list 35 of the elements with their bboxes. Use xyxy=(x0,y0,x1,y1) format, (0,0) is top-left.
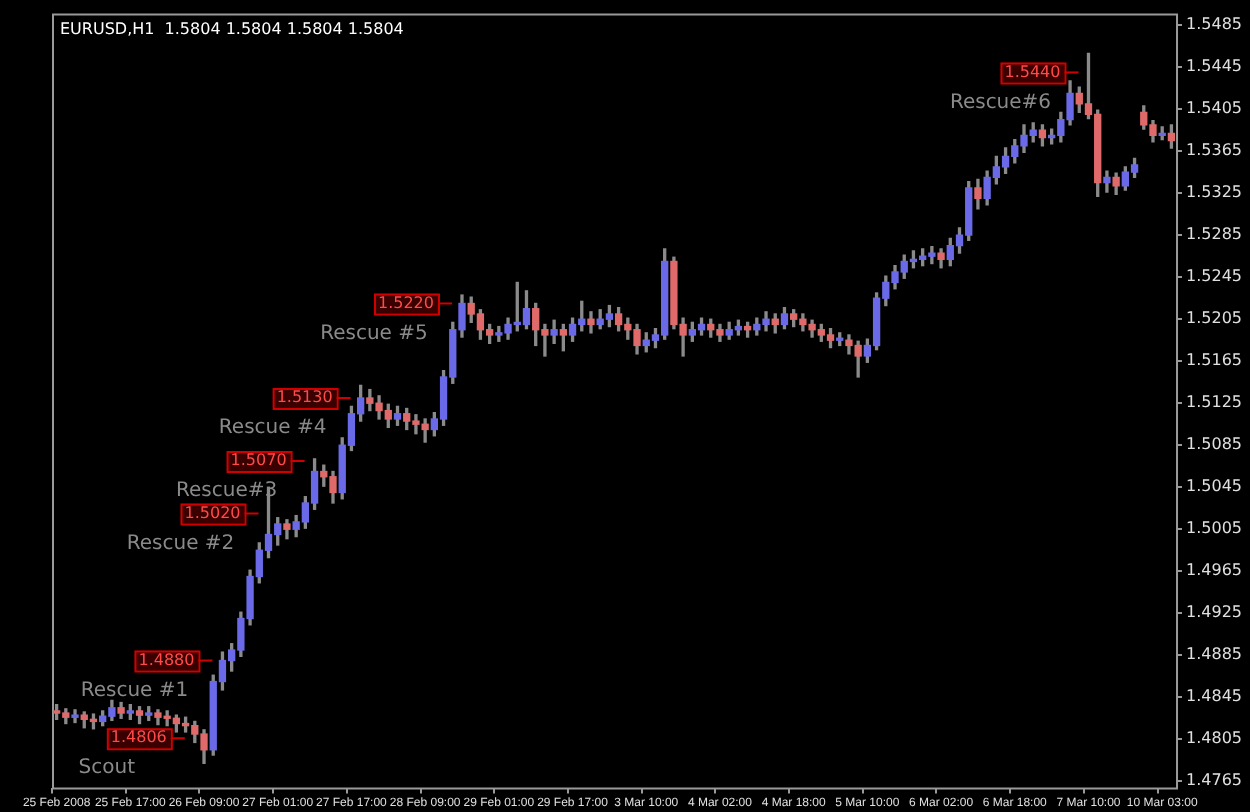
y-tick-label: 1.4885 xyxy=(1186,645,1243,664)
y-tick-label: 1.5485 xyxy=(1186,15,1243,34)
annotation: Scout xyxy=(78,757,136,780)
annotation: Rescue #5 xyxy=(320,322,428,345)
y-tick-label: 1.4805 xyxy=(1186,729,1243,748)
y-tick-label: 1.5005 xyxy=(1186,519,1243,538)
annotation: 1.5220 xyxy=(378,293,434,312)
y-tick-label: 1.4765 xyxy=(1186,771,1243,790)
y-tick-label: 1.4925 xyxy=(1186,603,1243,622)
y-tick-label: 1.5165 xyxy=(1186,351,1243,370)
y-tick-label: 1.5245 xyxy=(1186,267,1243,286)
annotation: 1.5440 xyxy=(1004,62,1061,81)
annotation: Rescue #1 xyxy=(80,679,189,702)
annotation: 1.5070 xyxy=(230,451,287,470)
annotation: Rescue #4 xyxy=(218,417,327,440)
annotation: 1.5020 xyxy=(184,503,241,522)
annotation: 1.5130 xyxy=(276,388,333,407)
candlestick xyxy=(1103,170,1111,193)
annotation: 1.4806 xyxy=(110,728,167,747)
y-tick-label: 1.4965 xyxy=(1186,561,1243,580)
y-tick-label: 1.5365 xyxy=(1186,141,1243,160)
y-tick-label: 1.5325 xyxy=(1186,183,1243,202)
candlestick xyxy=(587,311,595,334)
annotation: Rescue #2 xyxy=(126,532,235,555)
chart-title: EURUSD,H1 1.5804 1.5804 1.5804 1.5804 xyxy=(60,19,404,38)
y-tick-label: 1.5045 xyxy=(1186,477,1243,496)
y-tick-label: 1.5285 xyxy=(1186,225,1243,244)
y-tick-label: 1.5205 xyxy=(1186,309,1243,328)
y-tick-label: 1.4845 xyxy=(1186,687,1243,706)
y-tick-label: 1.5445 xyxy=(1186,57,1243,76)
y-tick-label: 1.5085 xyxy=(1186,435,1243,454)
y-tick-label: 1.5405 xyxy=(1186,99,1243,118)
annotation: Rescue#6 xyxy=(949,91,1052,114)
y-tick-label: 1.5125 xyxy=(1186,393,1243,412)
annotation: 1.4880 xyxy=(138,650,195,669)
